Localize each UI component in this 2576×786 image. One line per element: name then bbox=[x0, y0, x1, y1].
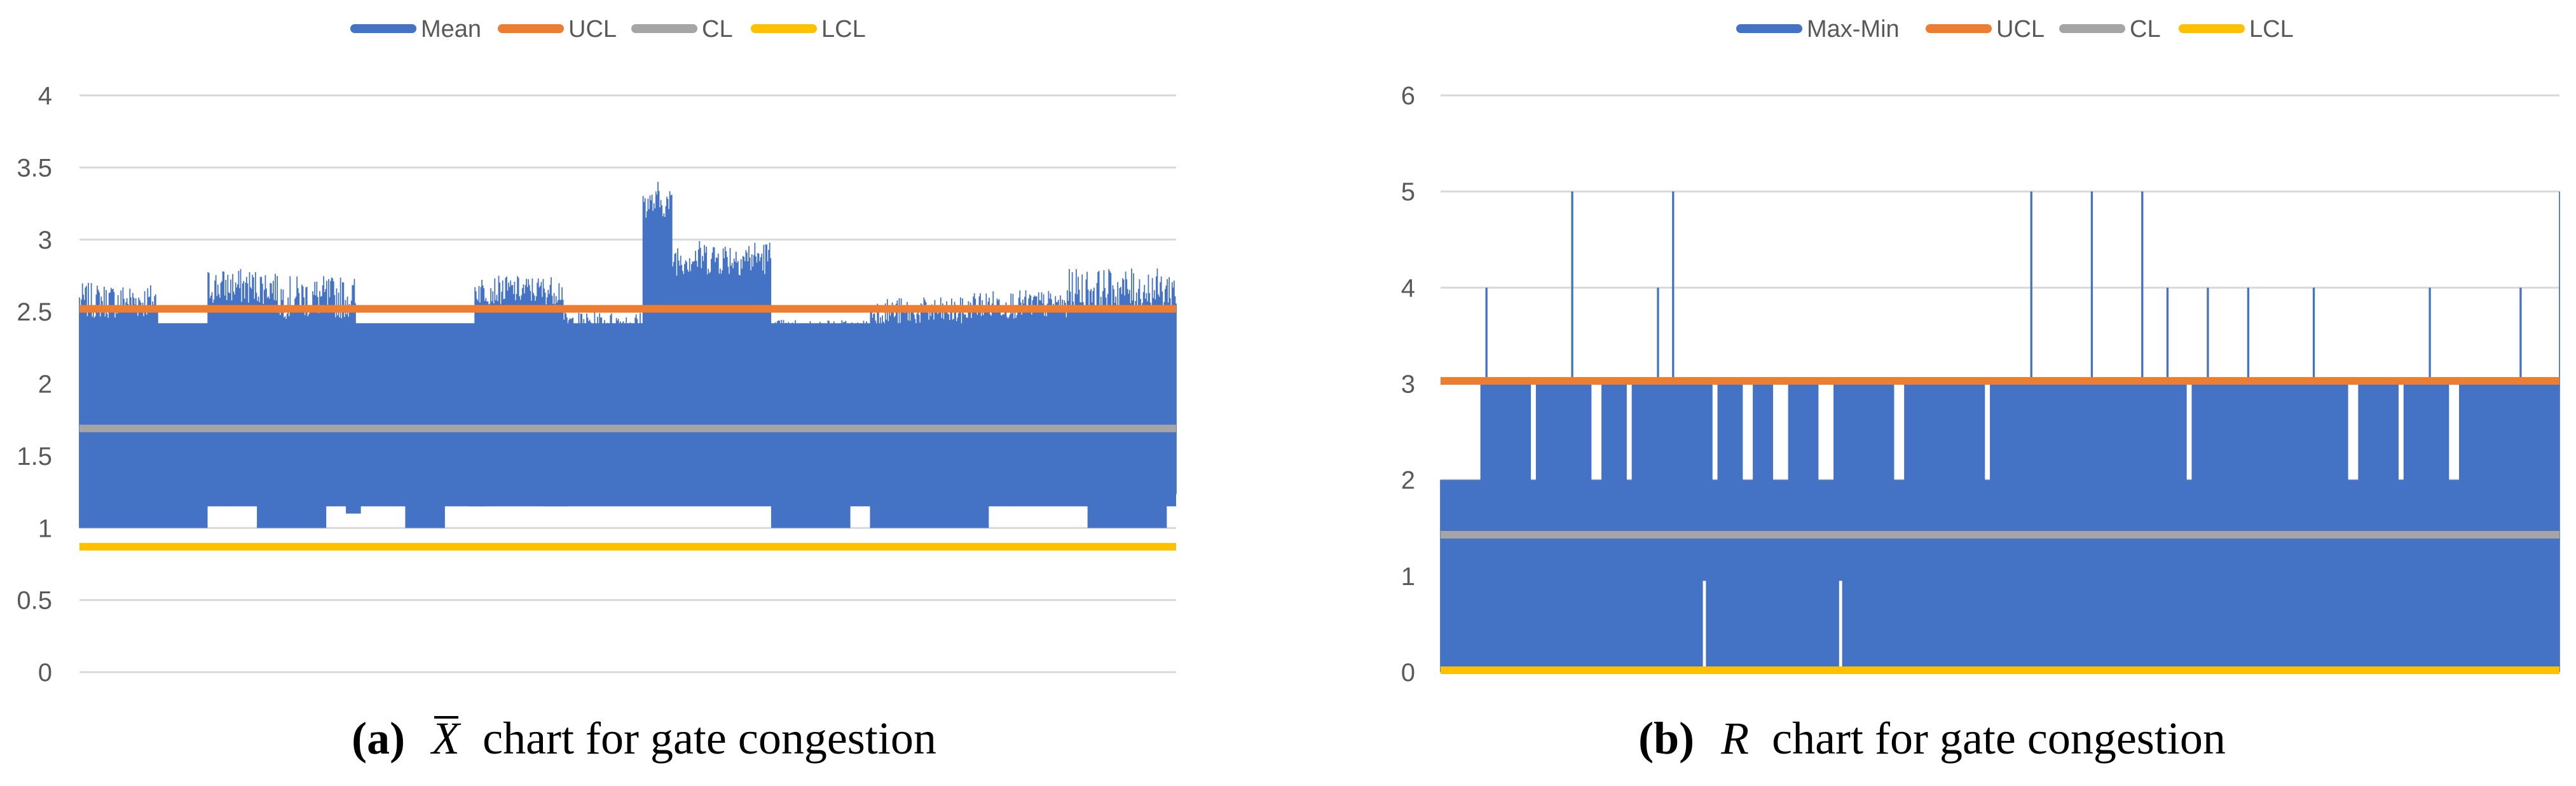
legend-label: Mean bbox=[421, 16, 481, 43]
legend-label: UCL bbox=[568, 16, 617, 43]
caption-text: chart for gate congestion bbox=[483, 713, 936, 764]
legend-label: CL bbox=[702, 16, 733, 43]
y-tick-label: 0 bbox=[38, 659, 52, 687]
legend-label: CL bbox=[2130, 16, 2161, 43]
xbar-chart-panel: Mean UCL CL LCL 0 0.5 1 1.5 2 2.5 3 3.5 4 (a) X char… bbox=[0, 16, 1288, 765]
legend-label: UCL bbox=[1996, 16, 2045, 43]
y-tick-label: 0 bbox=[1401, 659, 1415, 687]
caption-symbol: X bbox=[432, 713, 460, 764]
y-tick-label: 2 bbox=[38, 371, 52, 399]
caption-tag: (a) bbox=[352, 713, 406, 764]
y-tick-label: 4 bbox=[38, 82, 52, 110]
legend-item: UCL bbox=[1926, 16, 2045, 43]
mean-series-band bbox=[79, 323, 1176, 507]
legend-label: Max-Min bbox=[1807, 16, 1900, 43]
caption-text: chart for gate congestion bbox=[1772, 713, 2226, 764]
legend-item: LCL bbox=[2179, 16, 2294, 43]
legend-item: Max-Min bbox=[1736, 16, 1900, 43]
y-tick-label: 1 bbox=[38, 514, 52, 542]
legend-label: LCL bbox=[821, 16, 866, 43]
caption-symbol: R bbox=[1721, 713, 1750, 764]
y-tick-label: 5 bbox=[1401, 178, 1415, 206]
xbar-chart: Mean UCL CL LCL 0 0.5 1 1.5 2 2.5 3 3.5 4 bbox=[17, 16, 1177, 687]
y-tick-label: 1.5 bbox=[17, 443, 52, 471]
legend-label: LCL bbox=[2249, 16, 2294, 43]
y-tick-label: 4 bbox=[1401, 274, 1415, 302]
y-tick-label: 6 bbox=[1401, 82, 1415, 110]
legend-item: LCL bbox=[751, 16, 866, 43]
legend-item: UCL bbox=[498, 16, 617, 43]
legend-item: CL bbox=[631, 16, 733, 43]
legend-item: Mean bbox=[350, 16, 481, 43]
y-tick-label: 3 bbox=[1401, 371, 1415, 399]
y-tick-label: 2.5 bbox=[17, 298, 52, 326]
range-chart-panel: Max-Min UCL CL LCL 0 1 2 3 4 5 6 (b) R chart for g… bbox=[1288, 0, 2576, 786]
range-chart: Max-Min UCL CL LCL 0 1 2 3 4 5 6 bbox=[1401, 16, 2560, 687]
y-tick-label: 3 bbox=[38, 226, 52, 254]
y-tick-label: 1 bbox=[1401, 563, 1415, 591]
y-tick-label: 0.5 bbox=[17, 587, 52, 615]
xbar-chart-caption: (a) X chart for gate congestion bbox=[0, 712, 1288, 765]
zero-gap bbox=[1702, 581, 1706, 670]
y-tick-label: 2 bbox=[1401, 467, 1415, 495]
legend-item: CL bbox=[2059, 16, 2161, 43]
zero-gap bbox=[1839, 581, 1842, 670]
range-chart-caption: (b) R chart for gate congestion bbox=[1288, 712, 2576, 765]
y-tick-label: 3.5 bbox=[17, 154, 52, 182]
max-min-series-band bbox=[1441, 479, 2559, 672]
caption-tag: (b) bbox=[1638, 713, 1695, 764]
